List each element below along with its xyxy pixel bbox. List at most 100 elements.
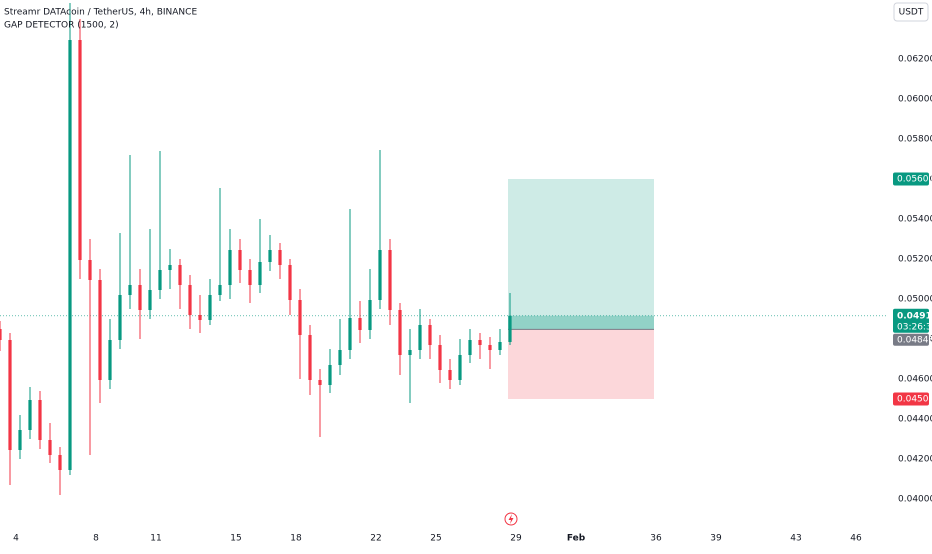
candle-body <box>348 318 352 350</box>
x-tick-label: 11 <box>150 534 161 544</box>
candle <box>178 259 182 309</box>
candle-body <box>338 350 342 365</box>
candle <box>18 415 22 459</box>
candle <box>298 289 302 379</box>
candle-body <box>98 280 102 380</box>
candle <box>0 321 2 351</box>
y-tick-label: 0.04000 <box>898 495 932 505</box>
candle <box>68 3 72 475</box>
candle <box>48 423 52 463</box>
candle-body <box>288 265 292 300</box>
stop-label-box <box>893 392 929 406</box>
candle-body <box>138 285 142 310</box>
candle <box>168 249 172 289</box>
candle-body <box>298 300 302 335</box>
candle <box>148 229 152 319</box>
candle <box>488 337 492 369</box>
candle-body <box>428 325 432 345</box>
candle-body <box>38 400 42 440</box>
candle <box>418 309 422 359</box>
candle <box>408 329 412 403</box>
candle-body <box>28 400 32 430</box>
countdown-label: 03:26:37 <box>897 322 932 332</box>
x-tick-label: Feb <box>567 534 586 544</box>
candle-body <box>128 285 132 295</box>
candle <box>478 333 482 359</box>
candle-body <box>208 295 212 320</box>
candle <box>28 387 32 439</box>
x-tick-label: 22 <box>370 534 381 544</box>
candle-body <box>88 260 92 280</box>
candle <box>368 269 372 339</box>
candle-body <box>108 340 112 380</box>
candle <box>188 275 192 329</box>
candle-body <box>318 380 322 385</box>
candle-body <box>388 250 392 310</box>
candle <box>78 19 82 279</box>
y-tick-label: 0.04200 <box>898 455 932 465</box>
candle-body <box>168 265 172 270</box>
candle <box>278 243 282 279</box>
candle-body <box>378 250 382 300</box>
candle-body <box>508 315 512 342</box>
candle-body <box>218 285 222 295</box>
y-tick-label: 0.04400 <box>898 415 932 425</box>
candle-body <box>498 342 502 350</box>
y-tick-label: 0.05400 <box>898 215 932 225</box>
currency-button[interactable] <box>893 2 929 22</box>
candle <box>308 325 312 395</box>
candle <box>128 155 132 309</box>
candle-body <box>238 250 242 270</box>
candle <box>98 269 102 403</box>
entry-label-box <box>893 333 929 346</box>
candle <box>248 259 252 303</box>
candle-body <box>358 318 362 330</box>
candle <box>448 359 452 389</box>
candle <box>388 239 392 325</box>
candle-body <box>198 315 202 320</box>
candle <box>468 329 472 363</box>
candle-body <box>448 370 452 380</box>
candle-body <box>458 355 462 380</box>
y-tick-label: 0.05800 <box>898 135 932 145</box>
candle <box>458 339 462 385</box>
y-tick-label: 0.06200 <box>898 55 932 65</box>
candle-body <box>328 365 332 385</box>
candle <box>58 447 62 495</box>
candle <box>318 369 322 437</box>
candle <box>338 319 342 375</box>
candle-body <box>48 440 52 455</box>
candle-body <box>268 250 272 262</box>
candle-body <box>468 340 472 355</box>
candle <box>348 209 352 359</box>
y-tick-label: 0.04600 <box>898 375 932 385</box>
loss-zone <box>508 329 654 399</box>
candle <box>498 329 502 355</box>
candle-body <box>398 310 402 355</box>
candle <box>268 235 272 271</box>
candle-body <box>278 250 282 265</box>
candle-body <box>188 285 192 315</box>
candle <box>8 333 12 485</box>
target-label: 0.05600 <box>897 175 932 185</box>
candle-body <box>488 345 492 350</box>
currency-button-label[interactable]: USDT <box>899 8 924 18</box>
y-tick-label: 0.05200 <box>898 255 932 265</box>
candle <box>398 303 402 375</box>
candle <box>358 301 362 343</box>
x-tick-label: 39 <box>710 534 722 544</box>
target-label-box <box>893 172 929 186</box>
y-tick-label: 0.06000 <box>898 95 932 105</box>
candle-body <box>68 40 72 470</box>
candle <box>138 269 142 339</box>
indicator-label: GAP DETECTOR (1500, 2) <box>4 21 119 31</box>
candle-body <box>8 340 12 450</box>
x-tick-label: 18 <box>290 534 302 544</box>
candle <box>258 219 262 293</box>
candle-body <box>228 250 232 285</box>
x-tick-label: 15 <box>230 534 241 544</box>
candle <box>428 319 432 359</box>
x-tick-label: 8 <box>93 534 99 544</box>
